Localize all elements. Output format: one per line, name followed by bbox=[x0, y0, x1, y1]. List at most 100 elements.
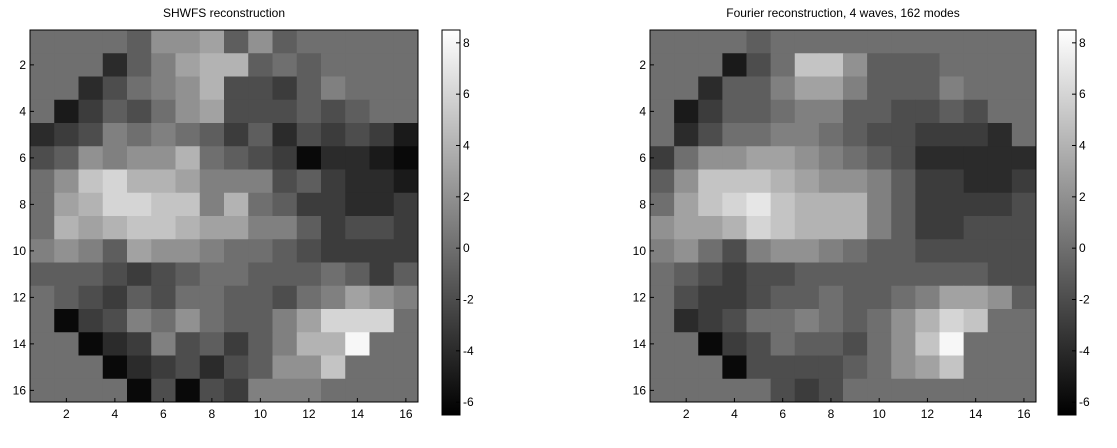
cell bbox=[248, 146, 273, 170]
cell bbox=[674, 216, 699, 240]
cell bbox=[272, 76, 298, 101]
cell bbox=[674, 262, 699, 287]
cell bbox=[963, 123, 989, 147]
cell bbox=[1011, 146, 1037, 170]
cell bbox=[345, 99, 370, 124]
y-tick-label: 4 bbox=[19, 104, 26, 118]
cell bbox=[30, 30, 55, 54]
cell bbox=[915, 169, 940, 194]
cell bbox=[963, 76, 989, 101]
cell bbox=[674, 239, 699, 263]
cell bbox=[674, 378, 699, 403]
colorbar-tick-label: 0 bbox=[1079, 241, 1086, 255]
cell bbox=[151, 332, 176, 356]
cell bbox=[939, 262, 965, 287]
cell bbox=[867, 285, 892, 310]
cell bbox=[987, 99, 1013, 124]
cell bbox=[698, 99, 723, 124]
cell bbox=[175, 355, 201, 380]
cell bbox=[867, 53, 892, 77]
cell bbox=[151, 169, 176, 194]
cell bbox=[54, 239, 79, 263]
cell bbox=[393, 169, 419, 194]
cell bbox=[843, 192, 868, 217]
cell bbox=[722, 332, 747, 356]
cell bbox=[369, 262, 395, 287]
cell bbox=[78, 309, 104, 333]
cell bbox=[698, 169, 723, 194]
cell bbox=[78, 123, 104, 147]
cell bbox=[78, 239, 104, 263]
colorbar-tick-label: 6 bbox=[1079, 87, 1086, 101]
cell bbox=[1011, 239, 1037, 263]
cell bbox=[722, 76, 747, 101]
cell bbox=[272, 378, 298, 403]
cell bbox=[867, 30, 892, 54]
cell bbox=[794, 30, 820, 54]
cell bbox=[963, 192, 989, 217]
cell bbox=[127, 99, 152, 124]
cell bbox=[674, 146, 699, 170]
cell bbox=[345, 355, 370, 380]
cell bbox=[891, 378, 916, 403]
cell bbox=[722, 53, 747, 77]
colorbar-tick-label: 4 bbox=[1079, 139, 1086, 153]
cell bbox=[939, 146, 965, 170]
cell bbox=[770, 192, 796, 217]
cell bbox=[963, 262, 989, 287]
cell bbox=[296, 332, 322, 356]
cell bbox=[127, 53, 152, 77]
cell bbox=[151, 146, 176, 170]
cell bbox=[746, 30, 772, 54]
cell bbox=[698, 123, 723, 147]
x-tick-label: 6 bbox=[160, 407, 167, 421]
cell bbox=[698, 262, 723, 287]
cell bbox=[224, 309, 249, 333]
cell bbox=[1011, 332, 1037, 356]
cell bbox=[78, 378, 104, 403]
cell bbox=[224, 53, 249, 77]
cell bbox=[127, 169, 152, 194]
cell bbox=[393, 76, 419, 101]
cell bbox=[843, 169, 868, 194]
cell bbox=[224, 146, 249, 170]
cell bbox=[915, 262, 940, 287]
cell bbox=[818, 216, 844, 240]
cell bbox=[843, 332, 868, 356]
cell bbox=[175, 239, 201, 263]
cell bbox=[746, 355, 772, 380]
colorbar-tick-label: 8 bbox=[1079, 36, 1086, 50]
y-tick-label: 12 bbox=[633, 290, 647, 304]
x-tick-label: 14 bbox=[969, 407, 983, 421]
cell bbox=[30, 76, 55, 101]
cell bbox=[272, 309, 298, 333]
x-tick-label: 8 bbox=[828, 407, 835, 421]
cell bbox=[722, 355, 747, 380]
cell bbox=[78, 355, 104, 380]
cell bbox=[818, 239, 844, 263]
cell bbox=[794, 378, 820, 403]
cell bbox=[369, 99, 395, 124]
cell bbox=[650, 285, 675, 310]
cell bbox=[30, 169, 55, 194]
cell bbox=[891, 146, 916, 170]
cell bbox=[393, 146, 419, 170]
colorbar-tick-label: -4 bbox=[1079, 344, 1090, 358]
cell bbox=[199, 146, 225, 170]
cell bbox=[393, 30, 419, 54]
cell bbox=[151, 378, 176, 403]
cell bbox=[987, 192, 1013, 217]
y-tick-label: 2 bbox=[19, 58, 26, 72]
cell bbox=[722, 192, 747, 217]
cell bbox=[54, 169, 79, 194]
x-tick-label: 12 bbox=[302, 407, 316, 421]
cell bbox=[224, 30, 249, 54]
cell bbox=[1011, 99, 1037, 124]
cell bbox=[54, 123, 79, 147]
cell bbox=[321, 53, 346, 77]
cell bbox=[127, 76, 152, 101]
colorbar-tick-label: 2 bbox=[1079, 190, 1086, 204]
cell bbox=[915, 30, 940, 54]
cell bbox=[175, 30, 201, 54]
cell bbox=[345, 239, 370, 263]
